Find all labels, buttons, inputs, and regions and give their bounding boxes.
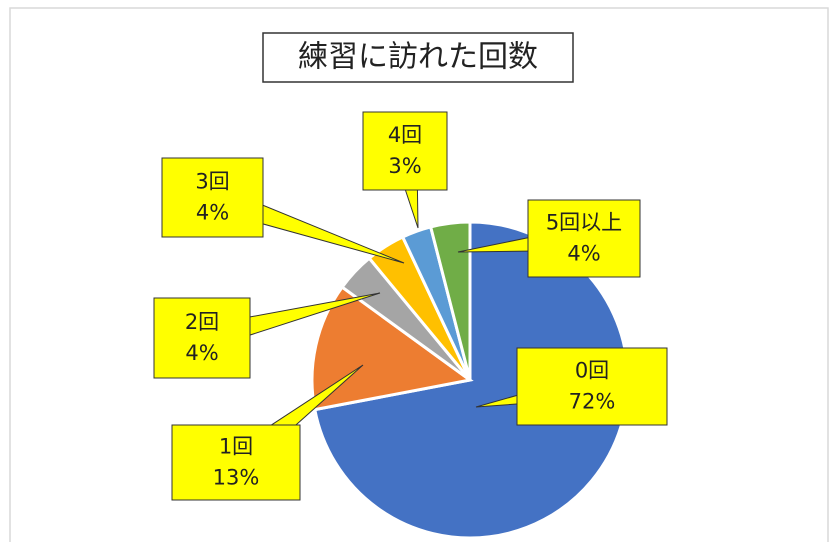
- category-label: 3回: [195, 170, 229, 194]
- slices: [310, 220, 630, 540]
- callout-box: [527, 199, 641, 278]
- callout-box: [516, 347, 668, 426]
- value-label: 4%: [567, 242, 600, 266]
- value-label: 3%: [388, 154, 421, 178]
- callout-box: [153, 297, 251, 379]
- chart-title: 練習に訪れた回数: [298, 40, 538, 75]
- category-label: 2回: [185, 310, 219, 334]
- callouts: 0回 72% 1回 13% 2回 4% 3回 4% 4回 3% 5回以上 4%: [153, 111, 668, 501]
- pie-slice: [428, 220, 472, 381]
- title-box: [262, 32, 574, 83]
- value-label: 4%: [185, 341, 218, 365]
- category-label: 5回以上: [546, 211, 622, 235]
- value-label: 4%: [196, 201, 229, 225]
- category-label: 0回: [575, 359, 609, 383]
- callout-box: [362, 111, 448, 191]
- callout-box: [161, 157, 264, 238]
- callout-box: [171, 424, 301, 501]
- category-label: 1回: [219, 435, 253, 459]
- category-label: 4回: [388, 123, 422, 147]
- value-label: 13%: [213, 466, 260, 490]
- value-label: 72%: [569, 390, 616, 414]
